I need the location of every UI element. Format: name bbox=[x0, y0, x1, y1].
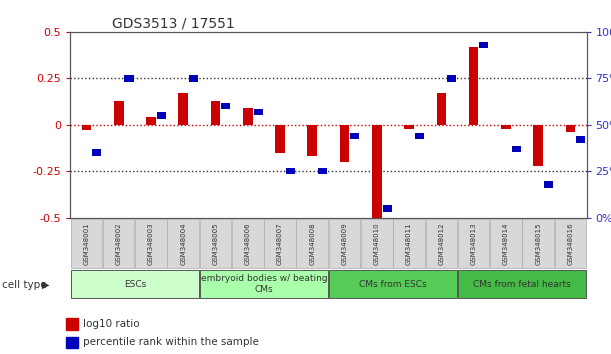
Bar bbox=[200, 270, 328, 298]
Bar bbox=[480, 42, 488, 48]
Bar bbox=[522, 219, 554, 268]
Bar bbox=[566, 125, 576, 132]
Bar bbox=[254, 109, 263, 115]
Bar bbox=[501, 125, 511, 129]
Bar bbox=[71, 270, 199, 298]
Text: ▶: ▶ bbox=[42, 280, 49, 290]
Text: GSM348007: GSM348007 bbox=[277, 222, 283, 265]
Text: GSM348008: GSM348008 bbox=[309, 222, 315, 265]
Bar bbox=[167, 219, 199, 268]
Text: CMs from ESCs: CMs from ESCs bbox=[359, 280, 426, 289]
Text: GSM348003: GSM348003 bbox=[148, 222, 154, 265]
Bar bbox=[211, 101, 221, 125]
Bar bbox=[296, 219, 328, 268]
Bar bbox=[576, 136, 585, 143]
Bar bbox=[329, 270, 457, 298]
Text: GSM348004: GSM348004 bbox=[180, 222, 186, 265]
Bar bbox=[125, 75, 134, 81]
Text: ESCs: ESCs bbox=[123, 280, 146, 289]
Text: percentile rank within the sample: percentile rank within the sample bbox=[83, 337, 259, 348]
Text: GSM348009: GSM348009 bbox=[342, 222, 348, 265]
Bar bbox=[307, 125, 317, 156]
Bar bbox=[555, 219, 586, 268]
Bar bbox=[92, 149, 101, 156]
Bar bbox=[157, 112, 166, 119]
Text: GSM348010: GSM348010 bbox=[374, 222, 380, 265]
Bar bbox=[66, 337, 78, 348]
Bar bbox=[81, 125, 91, 130]
Bar bbox=[533, 125, 543, 166]
Bar bbox=[178, 93, 188, 125]
Bar bbox=[393, 219, 425, 268]
Text: cell type: cell type bbox=[2, 280, 46, 290]
Text: log10 ratio: log10 ratio bbox=[83, 319, 139, 329]
Bar bbox=[544, 181, 553, 188]
Text: GSM348012: GSM348012 bbox=[438, 222, 444, 265]
Text: GSM348002: GSM348002 bbox=[115, 222, 122, 265]
Bar bbox=[146, 118, 156, 125]
Text: GSM348015: GSM348015 bbox=[535, 222, 541, 265]
Bar bbox=[361, 219, 393, 268]
Text: GSM348011: GSM348011 bbox=[406, 222, 412, 265]
Bar bbox=[189, 75, 198, 81]
Text: GSM348014: GSM348014 bbox=[503, 222, 509, 265]
Bar bbox=[286, 168, 295, 175]
Text: GSM348001: GSM348001 bbox=[83, 222, 89, 265]
Bar bbox=[275, 125, 285, 153]
Text: embryoid bodies w/ beating
CMs: embryoid bodies w/ beating CMs bbox=[200, 274, 327, 294]
Bar bbox=[318, 168, 327, 175]
Text: GSM348006: GSM348006 bbox=[245, 222, 251, 265]
Text: GSM348005: GSM348005 bbox=[213, 222, 219, 265]
Text: GDS3513 / 17551: GDS3513 / 17551 bbox=[112, 17, 235, 31]
Text: GSM348016: GSM348016 bbox=[568, 222, 574, 265]
Text: GSM348013: GSM348013 bbox=[470, 222, 477, 265]
Bar bbox=[243, 108, 252, 125]
Bar bbox=[425, 219, 457, 268]
Bar bbox=[382, 205, 392, 212]
Bar bbox=[447, 75, 456, 81]
Bar bbox=[511, 146, 521, 152]
Bar bbox=[372, 125, 382, 218]
Bar bbox=[114, 101, 123, 125]
Bar bbox=[221, 103, 230, 109]
Text: CMs from fetal hearts: CMs from fetal hearts bbox=[473, 280, 571, 289]
Bar bbox=[71, 219, 102, 268]
Bar bbox=[436, 93, 446, 125]
Bar bbox=[469, 47, 478, 125]
Bar bbox=[350, 133, 359, 139]
Bar bbox=[415, 133, 424, 139]
Bar bbox=[264, 219, 296, 268]
Bar bbox=[232, 219, 263, 268]
Bar bbox=[458, 270, 586, 298]
Bar bbox=[103, 219, 134, 268]
Bar bbox=[66, 319, 78, 330]
Bar bbox=[458, 219, 489, 268]
Bar bbox=[329, 219, 360, 268]
Bar bbox=[490, 219, 522, 268]
Bar bbox=[404, 125, 414, 129]
Bar bbox=[135, 219, 167, 268]
Bar bbox=[340, 125, 349, 162]
Bar bbox=[200, 219, 232, 268]
